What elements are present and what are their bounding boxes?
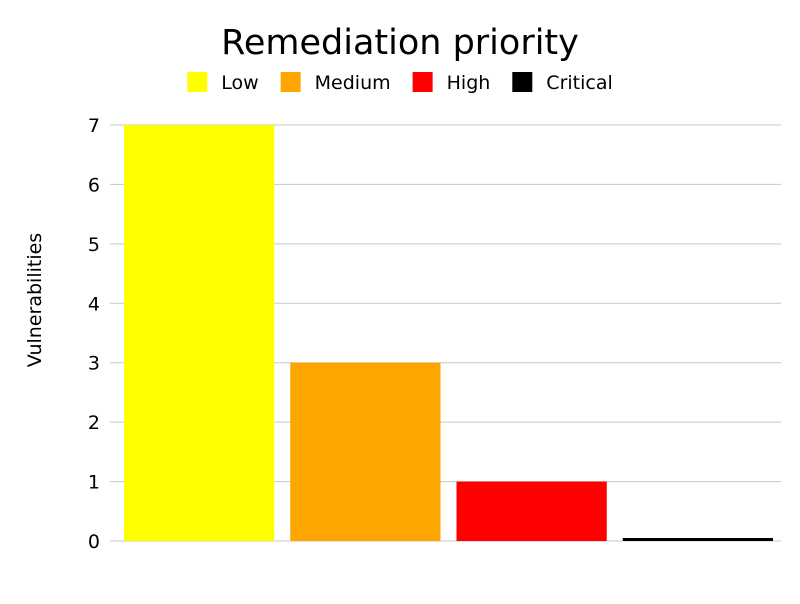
- legend-label: Critical: [546, 72, 612, 94]
- bar-high: [456, 481, 607, 541]
- legend-label: Medium: [315, 72, 391, 94]
- legend-swatch: [280, 72, 301, 92]
- chart-legend: Low Medium High Critical: [187, 72, 613, 94]
- y-tick-label: 0: [88, 531, 100, 553]
- y-axis-label: Vulnerabilities: [24, 233, 46, 367]
- y-tick-label: 1: [88, 472, 100, 494]
- legend-item-high: High: [412, 72, 491, 94]
- y-tick-label: 2: [88, 412, 100, 434]
- y-tick-label: 4: [88, 293, 100, 315]
- legend-swatch: [412, 72, 433, 92]
- chart-title: Remediation priority: [221, 23, 579, 63]
- legend-item-medium: Medium: [280, 72, 391, 94]
- bar-medium: [290, 362, 441, 541]
- bar-low: [124, 125, 275, 541]
- legend-label: Low: [221, 72, 258, 94]
- bar-critical: [622, 538, 773, 541]
- legend-item-low: Low: [187, 72, 259, 94]
- y-tick-label: 3: [88, 353, 100, 375]
- legend-swatch: [512, 72, 533, 92]
- y-tick-label: 6: [88, 174, 100, 196]
- bars: [124, 125, 773, 541]
- y-tick-label: 7: [88, 115, 100, 137]
- legend-item-critical: Critical: [512, 72, 613, 94]
- y-tick-label: 5: [88, 234, 100, 256]
- y-axis-ticks: 0 1 2 3 4 5 6 7: [88, 115, 116, 553]
- legend-swatch: [187, 72, 208, 92]
- legend-label: High: [447, 72, 491, 94]
